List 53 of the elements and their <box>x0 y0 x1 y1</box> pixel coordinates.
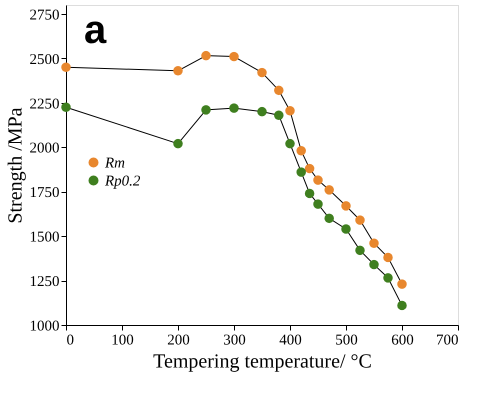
x-tick-label: 500 <box>335 332 358 348</box>
point <box>274 110 284 120</box>
point <box>313 175 323 185</box>
y-tick-label: 1750 <box>30 185 60 202</box>
point <box>369 238 379 248</box>
point <box>383 252 393 262</box>
legend-label: Rm <box>104 156 126 172</box>
point <box>341 224 351 234</box>
point <box>355 215 365 225</box>
y-tick-label: 1500 <box>30 230 60 246</box>
x-tick-label: 0 <box>66 332 74 348</box>
point <box>304 188 314 198</box>
x-tick-label: 700 <box>436 332 458 348</box>
point <box>296 146 306 156</box>
point <box>229 52 239 62</box>
point <box>61 102 71 112</box>
annotation: a <box>84 8 107 52</box>
point <box>397 300 407 310</box>
legend-label: Rp0.2 <box>104 174 141 190</box>
point <box>173 138 183 148</box>
y-tick-label: 2500 <box>30 52 60 68</box>
point <box>229 103 239 113</box>
point <box>274 86 284 96</box>
point <box>201 50 211 60</box>
point <box>61 62 71 72</box>
y-axis-title: Strength /MPa <box>4 107 26 224</box>
y-tick-label: 2250 <box>30 96 60 112</box>
point <box>285 106 295 116</box>
point <box>173 66 183 76</box>
point <box>201 105 211 115</box>
point <box>313 199 323 209</box>
point <box>257 68 267 78</box>
point <box>296 167 306 177</box>
point <box>383 273 393 283</box>
x-tick-label: 100 <box>111 332 134 348</box>
point <box>285 138 295 148</box>
x-tick-label: 400 <box>279 332 302 348</box>
point <box>397 279 407 289</box>
point <box>355 246 365 256</box>
point <box>324 185 334 195</box>
y-tick-label: 1250 <box>30 274 60 290</box>
point <box>324 214 334 224</box>
x-tick-label: 200 <box>167 332 190 348</box>
y-tick-label: 2000 <box>30 140 60 157</box>
x-tick-label: 600 <box>391 332 414 348</box>
x-tick-label: 300 <box>223 332 246 348</box>
point <box>257 106 267 116</box>
point <box>341 201 351 211</box>
x-axis-title: Tempering temperature/ °C <box>153 350 372 372</box>
y-tick-label: 1000 <box>30 318 60 334</box>
point <box>304 164 314 174</box>
point <box>369 260 379 270</box>
y-tick-label: 2750 <box>30 7 60 24</box>
